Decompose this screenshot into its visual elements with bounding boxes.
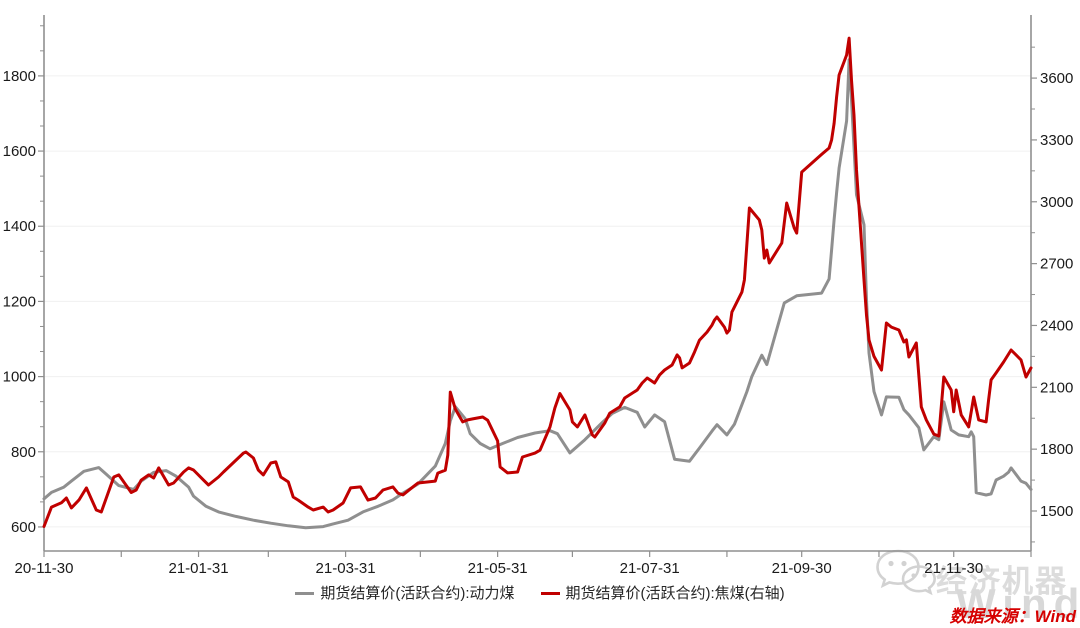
- left-axis-tick-label: 800: [11, 444, 36, 461]
- x-axis-tick-label: 21-09-30: [772, 560, 832, 577]
- right-axis-tick-label: 2100: [1040, 379, 1073, 396]
- right-axis-ticks: 1500 1800 2100 2400 2700 3000 3300 3600: [1031, 46, 1073, 543]
- left-axis-tick-label: 1000: [3, 369, 36, 386]
- right-axis-tick-label: 3600: [1040, 70, 1073, 87]
- right-axis-tick-label: 1500: [1040, 503, 1073, 520]
- legend: 期货结算价(活跃合约):动力煤 期货结算价(活跃合约):焦煤(右轴): [0, 585, 1080, 602]
- legend-label-coking-coal: 期货结算价(活跃合约):焦煤(右轴): [565, 585, 785, 602]
- right-axis-tick-label: 2700: [1040, 256, 1073, 273]
- left-axis-tick-label: 1600: [3, 143, 36, 160]
- right-axis-tick-label: 3300: [1040, 132, 1073, 149]
- x-axis-ticks: 20-11-30 21-01-31 21-03-31 21-05-31 21-07-31…: [15, 551, 1032, 577]
- left-axis-ticks: 600 800 1000 1200 1400 1600 1800: [3, 25, 44, 536]
- legend-item-coking-coal[interactable]: 期货结算价(活跃合约):焦煤(右轴): [540, 585, 785, 602]
- legend-label-thermal-coal: 期货结算价(活跃合约):动力煤: [320, 585, 515, 602]
- right-axis-tick-label: 2400: [1040, 317, 1073, 334]
- left-axis-tick-label: 600: [11, 519, 36, 536]
- left-axis-tick-label: 1200: [3, 293, 36, 310]
- legend-item-thermal-coal[interactable]: 期货结算价(活跃合约):动力煤: [295, 585, 515, 602]
- x-axis-tick-label: 21-07-31: [620, 560, 680, 577]
- legend-swatch-coking-coal: [540, 592, 560, 595]
- series-line-thermal-coal: [42, 58, 1033, 530]
- axes: [43, 15, 1032, 552]
- x-axis-tick-label: 21-11-30: [924, 560, 983, 577]
- x-axis-tick-label: 21-03-31: [316, 560, 376, 577]
- watermark-wind-text: Wind: [956, 580, 1080, 627]
- series-lines: [42, 36, 1033, 530]
- left-axis-tick-label: 1400: [3, 218, 36, 235]
- legend-swatch-thermal-coal: [295, 592, 315, 595]
- watermark-brand-text: 经济机器: [936, 564, 1068, 599]
- data-source-note: 数据来源：Wind: [949, 607, 1076, 626]
- x-axis-tick-label: 21-01-31: [169, 560, 229, 577]
- wechat-icon: [876, 549, 937, 596]
- left-axis-tick-label: 1800: [3, 68, 36, 85]
- x-axis-tick-label: 20-11-30: [15, 560, 74, 577]
- gridlines: [44, 75, 1031, 528]
- right-axis-tick-label: 3000: [1040, 194, 1073, 211]
- right-axis-tick-label: 1800: [1040, 441, 1073, 458]
- series-line-coking-coal: [42, 36, 1033, 528]
- x-axis-tick-label: 21-05-31: [468, 560, 528, 577]
